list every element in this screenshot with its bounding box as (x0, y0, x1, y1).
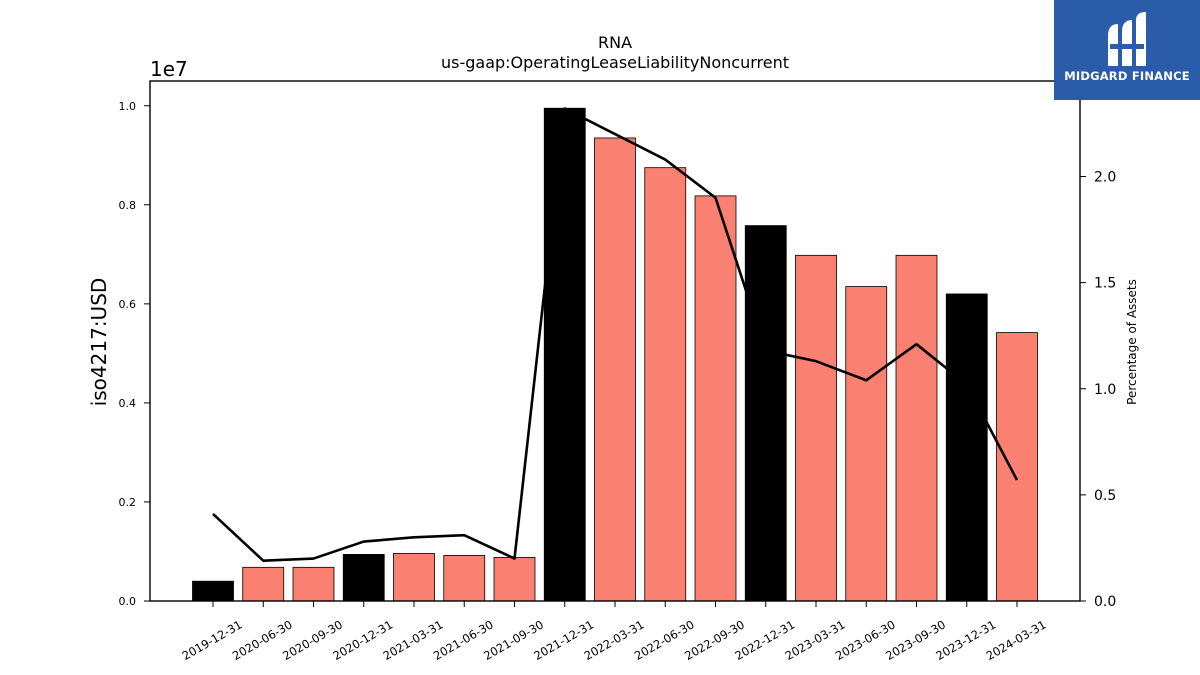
y-tick-label: 0.0 (119, 595, 137, 608)
y2-tick-label: 0.5 (1094, 488, 1116, 504)
bars-group (192, 107, 1038, 602)
logo-mark-icon (1108, 12, 1146, 66)
bar (242, 566, 285, 602)
bar (744, 225, 787, 602)
chart-title: RNA (598, 33, 632, 52)
bar (342, 554, 385, 602)
bar (945, 293, 988, 602)
bar (543, 107, 586, 602)
bar (594, 137, 636, 602)
brand-logo: MIDGARD FINANCE (1054, 0, 1200, 100)
y-axis-label: iso4217:USD (87, 278, 111, 407)
bar (694, 195, 737, 602)
y-tick-label: 0.6 (119, 298, 137, 311)
logo-text: MIDGARD FINANCE (1064, 69, 1190, 83)
line-group (212, 107, 1019, 562)
bar (895, 254, 938, 602)
bar (443, 555, 486, 602)
y-tick-label: 0.2 (119, 496, 137, 509)
y2-tick-label: 1.0 (1094, 382, 1116, 398)
y-tick-label: 0.4 (119, 397, 137, 410)
bar (292, 566, 335, 602)
y-tick-label: 1.0 (119, 100, 137, 113)
y2-tick-label: 0.0 (1094, 594, 1116, 610)
y-offset-label: 1e7 (150, 57, 188, 81)
bar (845, 286, 888, 602)
bar (795, 254, 837, 602)
chart-subtitle: us-gaap:OperatingLeaseLiabilityNoncurren… (441, 53, 789, 72)
bar (493, 557, 536, 602)
y2-tick-label: 1.5 (1094, 276, 1116, 292)
y2-tick-label: 2.0 (1094, 170, 1116, 186)
series-line (212, 107, 1019, 562)
y2-axis-label: Percentage of Assets (1125, 279, 1139, 405)
bar (192, 580, 234, 602)
bar (996, 332, 1038, 602)
y-tick-label: 0.8 (119, 199, 137, 212)
bar (644, 167, 687, 602)
bar (393, 553, 435, 602)
